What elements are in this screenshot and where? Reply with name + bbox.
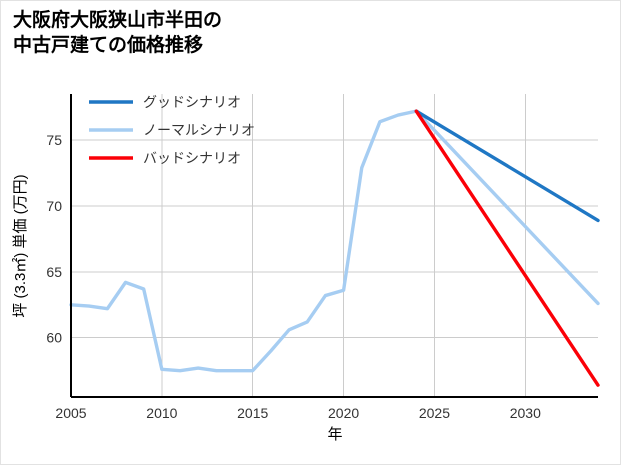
series-line-バッドシナリオ (414, 109, 600, 387)
x-tick-label: 2025 (419, 405, 450, 421)
y-tick-label: 75 (46, 132, 62, 148)
x-tick-label: 2005 (55, 405, 86, 421)
legend-label-グッドシナリオ: グッドシナリオ (143, 94, 241, 110)
x-axis-title: 年 (327, 426, 342, 443)
y-tick-labels: 60 65 70 75 (46, 132, 62, 346)
x-tick-labels: 2005 2010 2015 2020 2025 2030 (55, 405, 541, 421)
gridlines-group (70, 94, 598, 397)
y-axis-title: 坪 (3.3㎡) 単価 (万円) (12, 174, 29, 317)
x-tick-label: 2015 (237, 405, 268, 421)
axis-spines (69, 94, 598, 399)
series-line-グッドシナリオ (414, 109, 600, 223)
y-tick-label: 65 (46, 264, 62, 280)
x-tick-label: 2030 (510, 405, 541, 421)
legend-label-バッドシナリオ: バッドシナリオ (143, 150, 241, 166)
series-line-ノーマルシナリオ (69, 109, 600, 373)
y-tick-label: 60 (46, 330, 62, 346)
x-tick-label: 2010 (146, 405, 177, 421)
legend-label-ノーマルシナリオ: ノーマルシナリオ (143, 122, 255, 138)
y-tick-label: 70 (46, 198, 62, 214)
x-tick-label: 2020 (328, 405, 359, 421)
series-group (69, 109, 600, 387)
chart-title: 大阪府大阪狭山市半田の 中古戸建ての価格推移 (13, 10, 223, 56)
